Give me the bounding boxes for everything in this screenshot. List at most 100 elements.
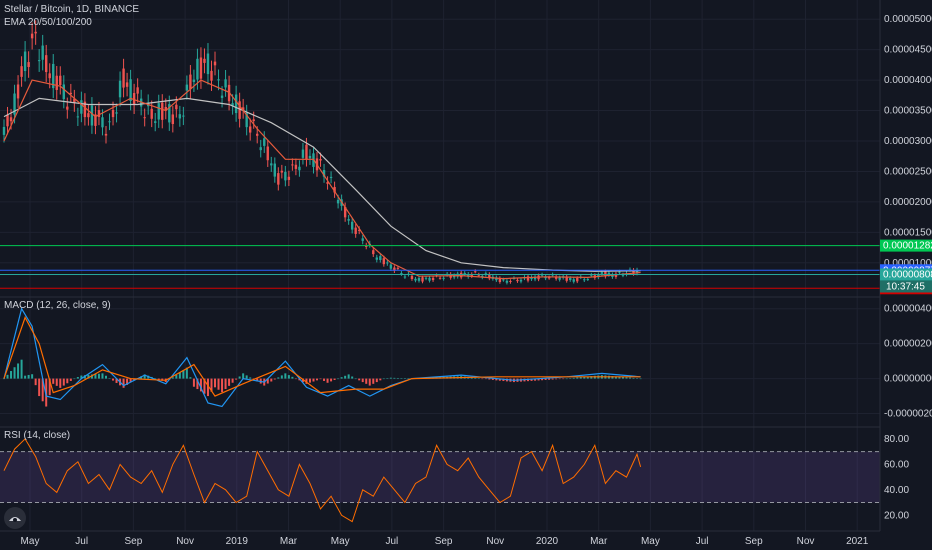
candle-body [583,279,586,281]
macd-histogram-bar [122,378,125,388]
x-tick-label: Jul [696,536,709,547]
candle-body [143,117,146,119]
macd-histogram-bar [45,378,48,407]
candle-body [389,264,393,269]
candle-body [403,276,407,278]
macd-histogram-bar [382,378,385,380]
candle-body [104,133,108,136]
tradingview-logo-icon[interactable] [4,507,26,529]
candle-body [213,61,217,66]
y-tick-label: 0.00000200 [884,339,932,350]
macd-histogram-bar [266,378,269,384]
candle-body [498,278,502,282]
y-tick-label: -0.00000200 [884,409,932,420]
ema-fast-line [3,79,641,280]
candle-body [530,277,533,280]
level-label: 0.00000808 [883,269,932,280]
macd-histogram-bar [256,378,259,382]
candle-body [9,117,13,122]
candle-body [220,95,224,98]
macd-histogram-bar [59,378,62,388]
candle-body [544,276,547,279]
candle-body [635,269,639,274]
chart-title: Stellar / Bitcoin, 1D, BINANCE [4,4,140,15]
macd-histogram-bar [375,378,378,383]
x-tick-label: Mar [280,536,298,547]
candle-body [185,84,189,91]
candle-body [270,163,273,166]
candle-body [118,80,122,98]
candle-body [495,277,498,281]
macd-histogram-bar [277,377,280,379]
macd-histogram-bar [344,375,347,379]
candle-body [474,271,477,273]
candle-body [294,164,298,169]
macd-histogram-bar [133,378,136,381]
macd-histogram-bar [551,378,554,380]
candle-body [23,51,27,72]
candle-body [171,114,175,125]
macd-histogram-bar [41,378,44,402]
candle-body [129,79,132,101]
macd-histogram-bar [621,377,624,379]
countdown-box [880,280,932,293]
candle-body [2,126,6,135]
candle-body [20,66,23,77]
candle-body [284,171,287,181]
candle-body [52,63,55,89]
macd-histogram-bar [636,378,639,379]
candle-body [45,55,48,73]
y-tick-label: 0.00004500 [884,45,932,56]
candle-body [533,276,537,280]
macd-histogram-bar [333,378,336,380]
candle-body [502,279,505,281]
macd-histogram-bar [210,378,213,392]
candle-body [298,166,301,171]
macd-histogram-bar [330,378,333,382]
candle-body [586,279,590,281]
candle-body [336,199,340,204]
candle-body [6,114,9,127]
macd-histogram-bar [548,378,551,380]
candle-body [590,274,593,276]
candle-body [125,82,129,87]
candle-body [400,273,403,275]
candle-body [565,276,568,281]
macd-histogram-bar [474,377,477,379]
macd-histogram-bar [238,376,241,379]
macd-histogram-bar [558,378,561,380]
candle-body [287,176,291,180]
macd-histogram-bar [351,376,354,379]
macd-histogram-bar [340,377,343,379]
macd-histogram-bar [305,378,308,384]
candle-body [305,144,308,160]
macd-histogram-bar [112,378,115,381]
candle-body [516,279,519,282]
candle-body [554,276,558,279]
macd-histogram-bar [337,378,340,380]
price-pane [0,20,880,289]
macd-histogram-bar [80,375,83,379]
candle-body [618,271,621,273]
candle-body [266,146,269,161]
macd-histogram-bar [221,378,224,393]
candle-body [245,113,248,128]
candle-body [217,79,220,81]
macd-histogram-bar [143,374,146,379]
macd-histogram-bar [76,377,79,379]
candle-body [76,116,80,118]
candle-body [470,274,473,277]
macd-histogram-bar [199,378,202,392]
candle-body [607,272,611,275]
candle-body [484,273,488,275]
macd-histogram-bar [69,378,72,381]
macd-histogram-bar [38,378,41,397]
y-tick-label: 0.00003000 [884,136,932,147]
macd-histogram-bar [3,378,5,380]
macd-histogram-bar [129,378,132,383]
candle-body [263,138,266,146]
macd-histogram-bar [214,378,217,388]
level-label-box [880,239,932,252]
macd-histogram-bar [48,378,51,396]
candle-body [600,272,604,274]
